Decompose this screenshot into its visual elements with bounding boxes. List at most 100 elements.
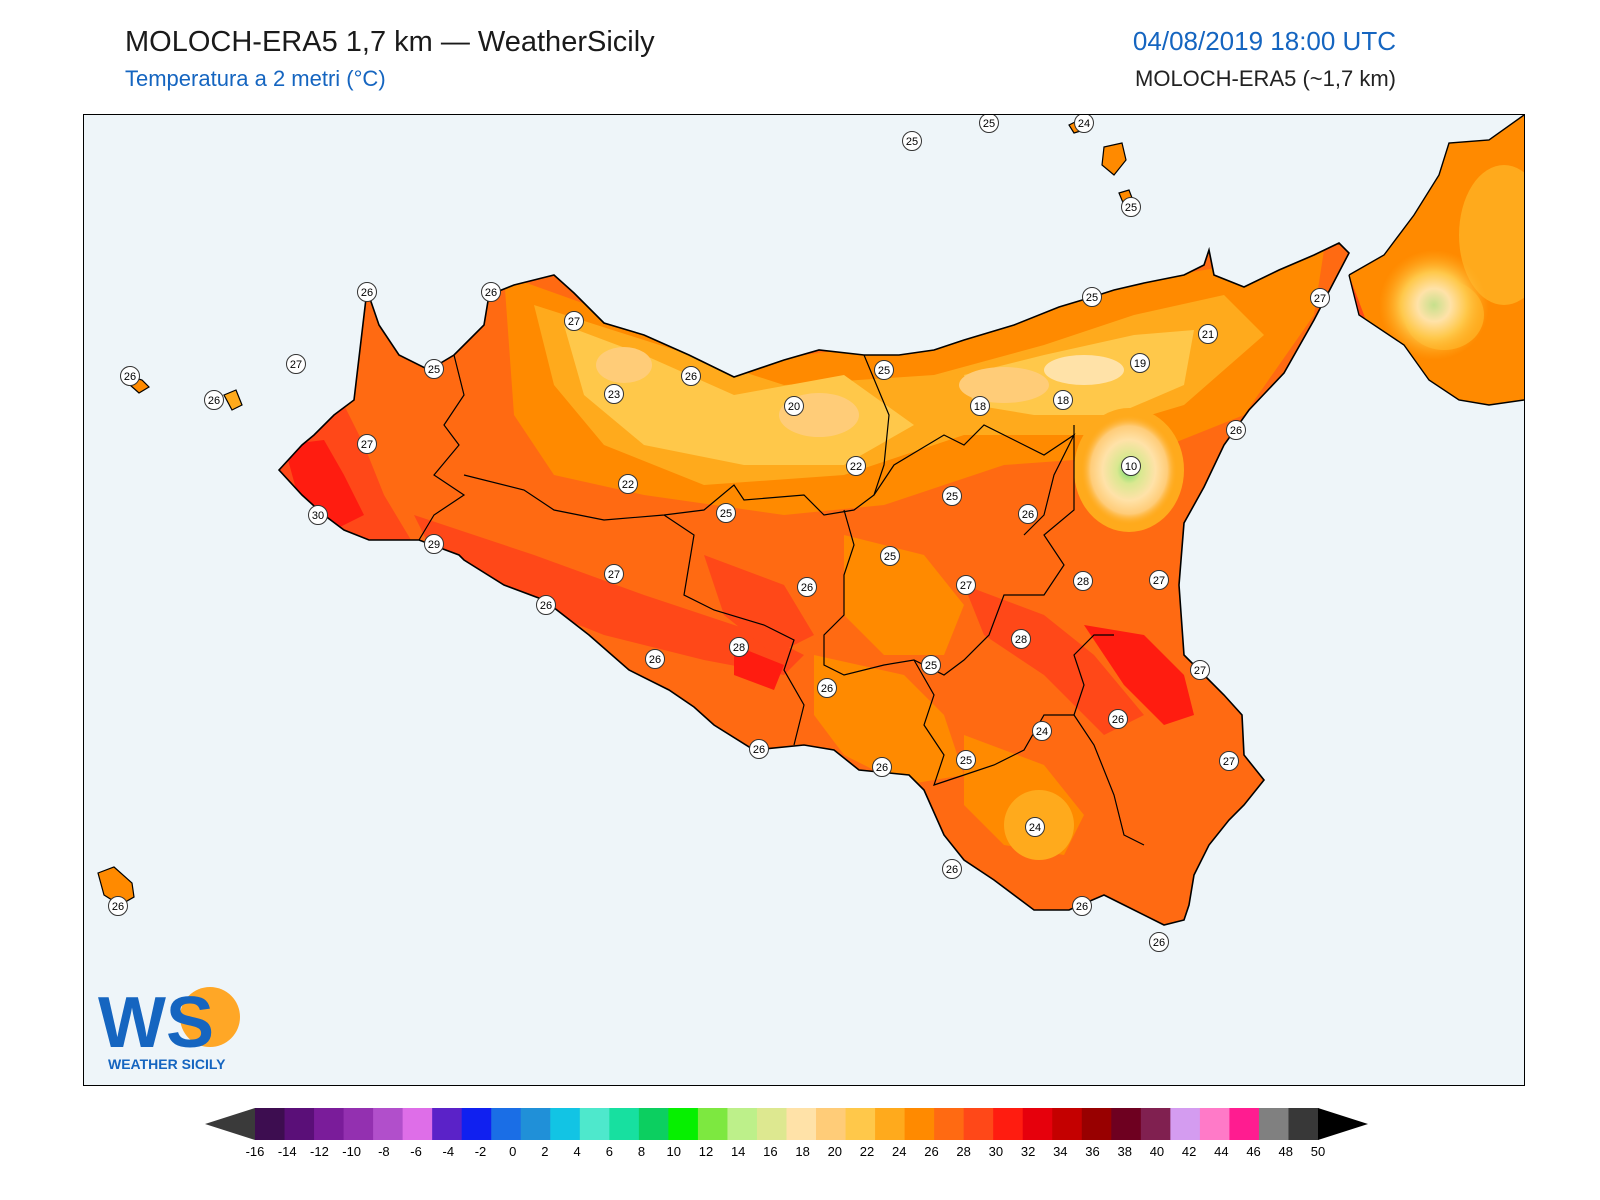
station-value: 23 xyxy=(608,389,620,401)
station-value: 26 xyxy=(124,371,136,383)
colorbar-tick-label: 8 xyxy=(638,1144,645,1159)
colorbar-tick-label: 38 xyxy=(1117,1144,1131,1159)
colorbar-tick-label: 4 xyxy=(574,1144,581,1159)
colorbar-cell xyxy=(402,1108,433,1140)
station-label: 25 xyxy=(902,131,922,151)
station-label: 25 xyxy=(956,750,976,770)
colorbar-cell xyxy=(1140,1108,1171,1140)
station-label: 27 xyxy=(1219,751,1239,771)
colorbar-cell xyxy=(284,1108,315,1140)
colorbar-cell xyxy=(756,1108,787,1140)
station-value: 26 xyxy=(821,683,833,695)
colorbar-tick-label: -4 xyxy=(442,1144,454,1159)
station-value: 27 xyxy=(1153,575,1165,587)
colorbar-cell xyxy=(816,1108,847,1140)
station-value: 26 xyxy=(1230,425,1242,437)
colorbar-tick-label: 44 xyxy=(1214,1144,1228,1159)
station-label: 18 xyxy=(970,396,990,416)
colorbar-cell xyxy=(727,1108,758,1140)
station-value: 26 xyxy=(1022,509,1034,521)
calabria-land xyxy=(1348,115,1524,406)
station-label: 25 xyxy=(1082,287,1102,307)
colorbar-cell xyxy=(904,1108,935,1140)
station-label: 26 xyxy=(681,366,701,386)
station-value: 19 xyxy=(1134,358,1146,370)
station-label: 27 xyxy=(956,575,976,595)
colorbar-tick-label: -14 xyxy=(278,1144,297,1159)
map-canvas: 25 25 24 25 26 26 27 25 27 21 19 26 26 27 25 23 26 25 20 18… xyxy=(97,115,1524,952)
colorbar-tick-label: 18 xyxy=(795,1144,809,1159)
station-label: 25 xyxy=(1121,197,1141,217)
colorbar-cell xyxy=(934,1108,965,1140)
station-value: 25 xyxy=(884,551,896,563)
colorbar-cell xyxy=(520,1108,551,1140)
station-label: 25 xyxy=(921,655,941,675)
station-label: 26 xyxy=(1072,896,1092,916)
station-label: 27 xyxy=(1190,660,1210,680)
station-label: 29 xyxy=(424,534,444,554)
colorbar-tick-label: 30 xyxy=(989,1144,1003,1159)
station-value: 30 xyxy=(312,510,324,522)
valid-datetime: 04/08/2019 18:00 UTC xyxy=(1132,26,1396,56)
colorbar-cell xyxy=(697,1108,728,1140)
station-label: 26 xyxy=(481,282,501,302)
station-label: 25 xyxy=(880,546,900,566)
colorbar-cell xyxy=(373,1108,404,1140)
station-label: 20 xyxy=(784,396,804,416)
colorbar-tick-label: 0 xyxy=(509,1144,516,1159)
colorbar-tick-label: 34 xyxy=(1053,1144,1067,1159)
station-label: 22 xyxy=(846,456,866,476)
station-value: 24 xyxy=(1036,726,1048,738)
station-label: 26 xyxy=(120,366,140,386)
station-label: 27 xyxy=(1310,288,1330,308)
colorbar-cell xyxy=(875,1108,906,1140)
station-value: 25 xyxy=(946,491,958,503)
station-value: 29 xyxy=(428,539,440,551)
station-value: 25 xyxy=(720,508,732,520)
station-label: 25 xyxy=(874,360,894,380)
station-value: 25 xyxy=(878,365,890,377)
colorbar-cell xyxy=(1052,1108,1083,1140)
colorbar-tick-label: -8 xyxy=(378,1144,390,1159)
station-value: 27 xyxy=(361,439,373,451)
station-label: 26 xyxy=(942,859,962,879)
colorbar-tick-label: 28 xyxy=(956,1144,970,1159)
station-label: 10 xyxy=(1121,456,1141,476)
station-label: 23 xyxy=(604,384,624,404)
station-label: 21 xyxy=(1198,324,1218,344)
station-label: 26 xyxy=(1018,504,1038,524)
colorbar-tick-label: 24 xyxy=(892,1144,906,1159)
station-label: 18 xyxy=(1053,390,1073,410)
colorbar-cell xyxy=(1229,1108,1260,1140)
station-value: 26 xyxy=(801,582,813,594)
station-label: 27 xyxy=(604,564,624,584)
station-value: 27 xyxy=(568,316,580,328)
colorbar-cell xyxy=(1258,1108,1289,1140)
station-value: 24 xyxy=(1078,118,1090,130)
station-value: 26 xyxy=(649,654,661,666)
temperature-map[interactable]: 25 25 24 25 26 26 27 25 27 21 19 26 26 27 25 23 26 25 20 18… xyxy=(83,114,1525,1086)
colorbar-tick-label: -12 xyxy=(310,1144,329,1159)
colorbar-cell xyxy=(786,1108,817,1140)
colorbar-tick-label: -16 xyxy=(246,1144,265,1159)
station-label: 24 xyxy=(1074,115,1094,133)
logo-letters: WS xyxy=(98,983,214,1063)
station-value: 22 xyxy=(850,461,862,473)
colorbar-cell xyxy=(993,1108,1024,1140)
station-value: 25 xyxy=(428,364,440,376)
colorbar-cell xyxy=(963,1108,994,1140)
islands xyxy=(97,119,1135,906)
station-label: 24 xyxy=(1025,817,1045,837)
station-value: 10 xyxy=(1125,461,1137,473)
colorbar-cell xyxy=(1111,1108,1142,1140)
colorbar-cell xyxy=(1081,1108,1112,1140)
colorbar-over-arrow xyxy=(1318,1108,1368,1140)
colorbar-cell xyxy=(638,1108,669,1140)
station-value: 18 xyxy=(974,401,986,413)
station-value: 26 xyxy=(946,864,958,876)
colorbar-cell xyxy=(432,1108,463,1140)
colorbar-tick-label: 40 xyxy=(1150,1144,1164,1159)
station-value: 25 xyxy=(1125,202,1137,214)
station-label: 19 xyxy=(1130,353,1150,373)
station-label: 27 xyxy=(1149,570,1169,590)
